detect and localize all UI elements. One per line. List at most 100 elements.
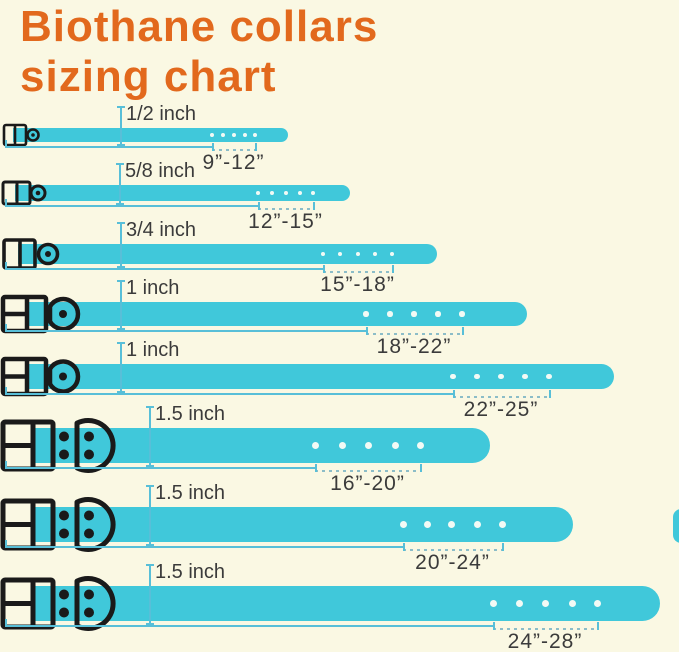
rivet bbox=[59, 431, 69, 442]
width-tick-cap-top bbox=[146, 564, 154, 566]
adjust-range-tick-right bbox=[597, 622, 599, 630]
rivet bbox=[84, 589, 94, 600]
strap-hole bbox=[450, 373, 456, 380]
bracket-start-tick bbox=[5, 262, 7, 270]
adjust-range-dashes bbox=[258, 208, 315, 210]
bracket-start-tick bbox=[5, 461, 7, 469]
strap-hole bbox=[391, 442, 399, 449]
adjust-range-dashes bbox=[453, 396, 551, 398]
strap-hole bbox=[210, 133, 214, 137]
length-bracket bbox=[5, 625, 494, 627]
width-tick bbox=[120, 222, 122, 268]
adjust-range-dashes bbox=[212, 149, 257, 151]
width-tick-cap-bottom bbox=[146, 465, 154, 467]
bracket-start-tick bbox=[5, 199, 7, 207]
adjust-range-dashes bbox=[315, 470, 422, 472]
collar-strap bbox=[13, 128, 288, 142]
strap-hole bbox=[270, 191, 274, 195]
strap-hole bbox=[243, 133, 247, 137]
d-ring-icon bbox=[47, 296, 81, 332]
width-tick bbox=[149, 485, 151, 546]
buckle-icon bbox=[0, 574, 130, 638]
strap-hole bbox=[338, 442, 346, 449]
adjust-range-tick-left bbox=[315, 464, 317, 472]
strap-hole bbox=[473, 521, 481, 528]
bracket-start-tick bbox=[5, 387, 7, 395]
strap-hole bbox=[320, 251, 326, 257]
strap-hole bbox=[568, 600, 576, 607]
rivet bbox=[59, 589, 69, 600]
range-label: 24”-28” bbox=[507, 630, 583, 652]
length-bracket bbox=[5, 146, 213, 148]
d-ring-icon bbox=[74, 418, 116, 473]
width-tick-cap-bottom bbox=[117, 266, 125, 268]
buckle-icon bbox=[0, 232, 130, 281]
d-ring-icon bbox=[74, 497, 116, 552]
rivet bbox=[59, 607, 69, 618]
strap-hole bbox=[416, 442, 424, 449]
strap-hole bbox=[399, 521, 407, 528]
collar-strap bbox=[18, 244, 437, 264]
width-tick-cap-top bbox=[146, 485, 154, 487]
collar-strap bbox=[25, 302, 527, 326]
adjust-range-dashes bbox=[493, 628, 599, 630]
range-label: 20”-24” bbox=[415, 551, 490, 574]
buckle-icon bbox=[0, 116, 130, 159]
strap-hole bbox=[372, 251, 378, 257]
strap-hole bbox=[593, 600, 601, 607]
rivet bbox=[84, 528, 94, 539]
buckle-icon bbox=[0, 495, 130, 559]
width-tick-cap-top bbox=[146, 406, 154, 408]
width-label: 1.5 inch bbox=[155, 403, 226, 425]
range-label: 22”-25” bbox=[463, 398, 539, 421]
rivet bbox=[84, 449, 94, 460]
strap-hole bbox=[284, 191, 288, 195]
length-bracket bbox=[5, 268, 324, 270]
adjust-range-tick-right bbox=[255, 143, 257, 151]
strap-hole bbox=[221, 133, 225, 137]
collar-strap bbox=[31, 586, 660, 621]
length-bracket bbox=[5, 546, 404, 548]
range-label: 16”-20” bbox=[330, 472, 405, 495]
strap-hole bbox=[435, 311, 441, 317]
adjust-range-tick-left bbox=[258, 202, 260, 210]
strap-hole bbox=[423, 521, 431, 528]
width-tick-cap-bottom bbox=[117, 328, 125, 330]
width-tick bbox=[120, 106, 122, 146]
adjust-range-dashes bbox=[323, 271, 394, 273]
width-label: 5/8 inch bbox=[125, 160, 196, 182]
title-line-2: sizing chart bbox=[20, 52, 277, 101]
adjust-range-tick-right bbox=[420, 464, 422, 472]
width-tick bbox=[120, 342, 122, 393]
width-tick-cap-bottom bbox=[146, 623, 154, 625]
o-ring-icon bbox=[36, 242, 60, 266]
strap-hole bbox=[474, 373, 480, 380]
d-ring-icon bbox=[47, 359, 81, 394]
width-tick-cap-bottom bbox=[146, 544, 154, 546]
width-tick-cap-top bbox=[117, 342, 125, 344]
adjust-range-tick-left bbox=[323, 265, 325, 273]
adjust-range-tick-left bbox=[212, 143, 214, 151]
strap-hole bbox=[498, 521, 506, 528]
rivet bbox=[59, 510, 69, 521]
width-tick-cap-top bbox=[117, 106, 125, 108]
buckle-icon bbox=[0, 290, 130, 343]
rivet bbox=[84, 431, 94, 442]
adjust-range-tick-left bbox=[366, 327, 368, 335]
width-label: 1.5 inch bbox=[155, 482, 226, 504]
width-label: 1 inch bbox=[126, 277, 180, 299]
strap-hole bbox=[232, 133, 236, 137]
width-tick bbox=[149, 406, 151, 467]
width-label: 1.5 inch bbox=[155, 561, 226, 583]
strap-hole bbox=[411, 311, 417, 317]
width-label: 1 inch bbox=[126, 339, 180, 361]
strap-hole bbox=[355, 251, 361, 257]
strap-hole bbox=[311, 442, 319, 449]
adjust-range-tick-left bbox=[493, 622, 495, 630]
range-label: 12”-15” bbox=[248, 210, 323, 233]
strap-hole bbox=[311, 191, 315, 195]
strap-hole bbox=[546, 373, 552, 380]
bracket-start-tick bbox=[5, 324, 7, 332]
buckle-icon bbox=[0, 416, 130, 480]
